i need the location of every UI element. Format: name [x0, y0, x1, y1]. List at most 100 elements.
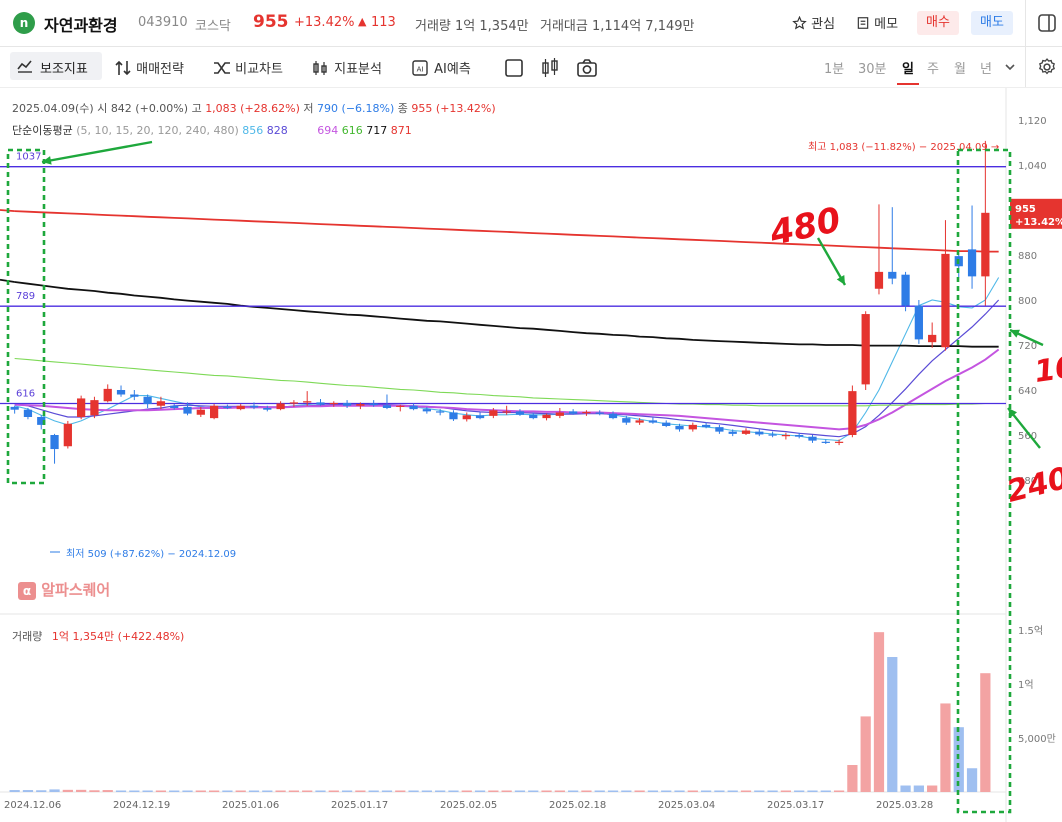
- period-year[interactable]: 년: [980, 62, 992, 77]
- period-1min[interactable]: 1분: [824, 62, 845, 77]
- square-tool-icon[interactable]: [504, 58, 524, 78]
- volume-bar: [262, 790, 273, 792]
- market-name: 코스닥: [195, 19, 231, 34]
- volume-bar: [381, 790, 393, 792]
- green-arrow-10-head: [1010, 329, 1020, 338]
- volume-bar: [767, 790, 778, 792]
- ai-predict-button[interactable]: AI AI예측: [410, 58, 471, 77]
- volume-bar: [102, 790, 113, 792]
- compare-label: 비교차트: [235, 62, 283, 77]
- chevron-down-icon[interactable]: [1004, 62, 1016, 72]
- indicator-button[interactable]: 보조지표: [10, 52, 102, 80]
- volume-bar: [355, 790, 366, 792]
- volume-bar: [833, 790, 845, 792]
- period-week[interactable]: 주: [927, 62, 939, 77]
- volume-bar: [195, 790, 206, 792]
- high-value: 1,083 (+28.62%): [205, 102, 300, 115]
- analysis-button[interactable]: 지표분석: [312, 58, 382, 77]
- buy-button[interactable]: 매수: [917, 11, 959, 35]
- volume-bar: [169, 790, 180, 792]
- price-chart[interactable]: 1,1201,040960880800720640560480955+13.42…: [0, 88, 1062, 822]
- candle-body: [688, 424, 697, 430]
- candle-layer: [10, 140, 990, 464]
- camera-icon[interactable]: [576, 58, 598, 78]
- candle-body: [409, 405, 418, 410]
- y-tick-label: 480: [1018, 476, 1037, 487]
- volume-bar: [501, 790, 512, 792]
- candle-icon[interactable]: [540, 57, 560, 79]
- volume-bar: [408, 790, 419, 792]
- candle-body: [263, 408, 272, 410]
- watch-button[interactable]: 관심: [792, 13, 835, 32]
- green-arrow-left: [41, 140, 153, 164]
- candle-body: [834, 441, 844, 443]
- candle-body: [382, 405, 392, 408]
- candle-body: [236, 405, 245, 410]
- ma-line-480: [14, 210, 999, 253]
- current-price: 955: [253, 12, 289, 32]
- candle-body: [223, 406, 232, 409]
- period-30min[interactable]: 30분: [858, 62, 887, 77]
- indicator-icon: [17, 60, 32, 73]
- panel-toggle-icon[interactable]: [1038, 14, 1056, 32]
- period-day[interactable]: 일: [902, 62, 914, 77]
- ma-params: (5, 10, 15, 20, 120, 240, 480): [76, 124, 239, 137]
- candle-body: [289, 402, 299, 404]
- volume-bar: [621, 790, 632, 792]
- candle-body: [741, 430, 751, 434]
- ma-legend[interactable]: 단순이동평균 (5, 10, 15, 20, 120, 240, 480) 85…: [12, 122, 412, 138]
- period-month[interactable]: 월: [954, 62, 966, 77]
- amount-label: 거래대금: [540, 19, 588, 34]
- stock-logo-icon: n: [13, 12, 35, 34]
- volume-legend-value: 1억 1,354만 (+422.48%): [51, 630, 185, 643]
- volume-bar: [89, 790, 100, 792]
- volume-bar: [607, 790, 619, 792]
- volume-bar: [328, 790, 339, 792]
- current-price-tag-pct: +13.42%: [1015, 217, 1062, 228]
- compare-button[interactable]: 비교차트: [213, 58, 283, 77]
- amount-summary: 거래대금 1,114억 7,149만: [540, 15, 694, 34]
- green-arrow-480: [816, 237, 847, 286]
- hline-label: 789: [16, 291, 35, 302]
- volume-bar: [581, 790, 592, 792]
- candle-body: [755, 431, 764, 435]
- volume-bar: [714, 790, 725, 792]
- volume-bar: [807, 790, 818, 792]
- memo-button[interactable]: 메모: [856, 13, 898, 32]
- watch-label: 관심: [811, 17, 836, 32]
- candle-body: [50, 435, 59, 450]
- sell-button[interactable]: 매도: [971, 11, 1013, 35]
- low-label: 저: [303, 102, 314, 115]
- candle-body: [701, 424, 711, 428]
- volume-bar: [794, 790, 805, 792]
- x-tick-label: 2024.12.06: [4, 800, 62, 811]
- volume-summary: 거래량 1억 1,354만: [415, 15, 529, 34]
- strategy-label: 매매전략: [136, 62, 184, 77]
- candle-body: [369, 403, 378, 406]
- candle-body: [715, 427, 724, 432]
- volume-bar: [36, 790, 47, 792]
- volume-bar: [115, 790, 127, 792]
- x-tick-label: 2024.12.19: [113, 800, 171, 811]
- volume-bar: [647, 790, 659, 792]
- volume-legend-label: 거래량: [12, 630, 43, 643]
- volume-bar: [76, 789, 87, 792]
- candle-body: [728, 431, 737, 434]
- volume-bar: [754, 790, 765, 792]
- volume-bar: [155, 790, 167, 792]
- gear-icon[interactable]: [1037, 57, 1057, 77]
- volume-bar: [288, 790, 300, 792]
- candle-analysis-icon: [313, 61, 327, 75]
- candle-body: [874, 271, 884, 289]
- ai-predict-label: AI예측: [434, 62, 471, 77]
- candle-body: [103, 388, 112, 402]
- strategy-button[interactable]: 매매전략: [114, 58, 184, 77]
- candle-body: [170, 405, 179, 408]
- memo-label: 메모: [874, 17, 899, 32]
- volume-bar: [913, 785, 924, 792]
- high-note: 최고 1,083 (−11.82%) − 2025.04.09 →: [808, 141, 999, 153]
- green-arrow-480-head: [836, 275, 845, 285]
- x-tick-label: 2025.02.18: [549, 800, 607, 811]
- legend-date: 2025.04.09(수): [12, 102, 94, 115]
- high-label: 고: [191, 102, 202, 115]
